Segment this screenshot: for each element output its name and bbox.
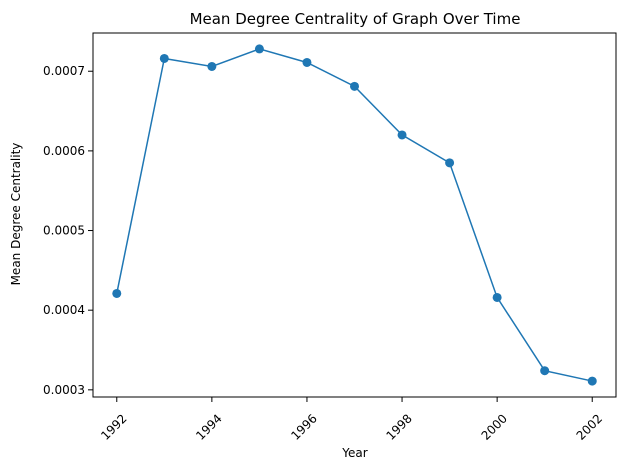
data-point: [254, 44, 264, 54]
y-axis: 0.0003 0.0004 0.0005 0.0006 0.0007: [43, 64, 93, 397]
data-point: [492, 292, 502, 302]
x-axis-label: Year: [341, 446, 367, 460]
y-tick-label: 0.0004: [43, 303, 85, 317]
data-point: [207, 61, 217, 71]
y-axis-label: Mean Degree Centrality: [9, 143, 23, 286]
data-point: [587, 376, 597, 386]
data-point: [350, 81, 359, 91]
data-point: [159, 53, 169, 63]
y-tick-label: 0.0005: [43, 224, 85, 238]
data-point: [540, 366, 550, 376]
data-point: [445, 158, 455, 168]
y-tick-label: 0.0007: [43, 64, 85, 78]
data-point: [112, 288, 122, 298]
series-group: [112, 44, 597, 386]
data-point: [302, 57, 312, 67]
data-point: [397, 130, 407, 140]
chart-title: Mean Degree Centrality of Graph Over Tim…: [190, 10, 521, 28]
y-tick-label: 0.0003: [43, 383, 85, 397]
y-tick-label: 0.0006: [43, 144, 85, 158]
plot-frame: [92, 32, 617, 398]
